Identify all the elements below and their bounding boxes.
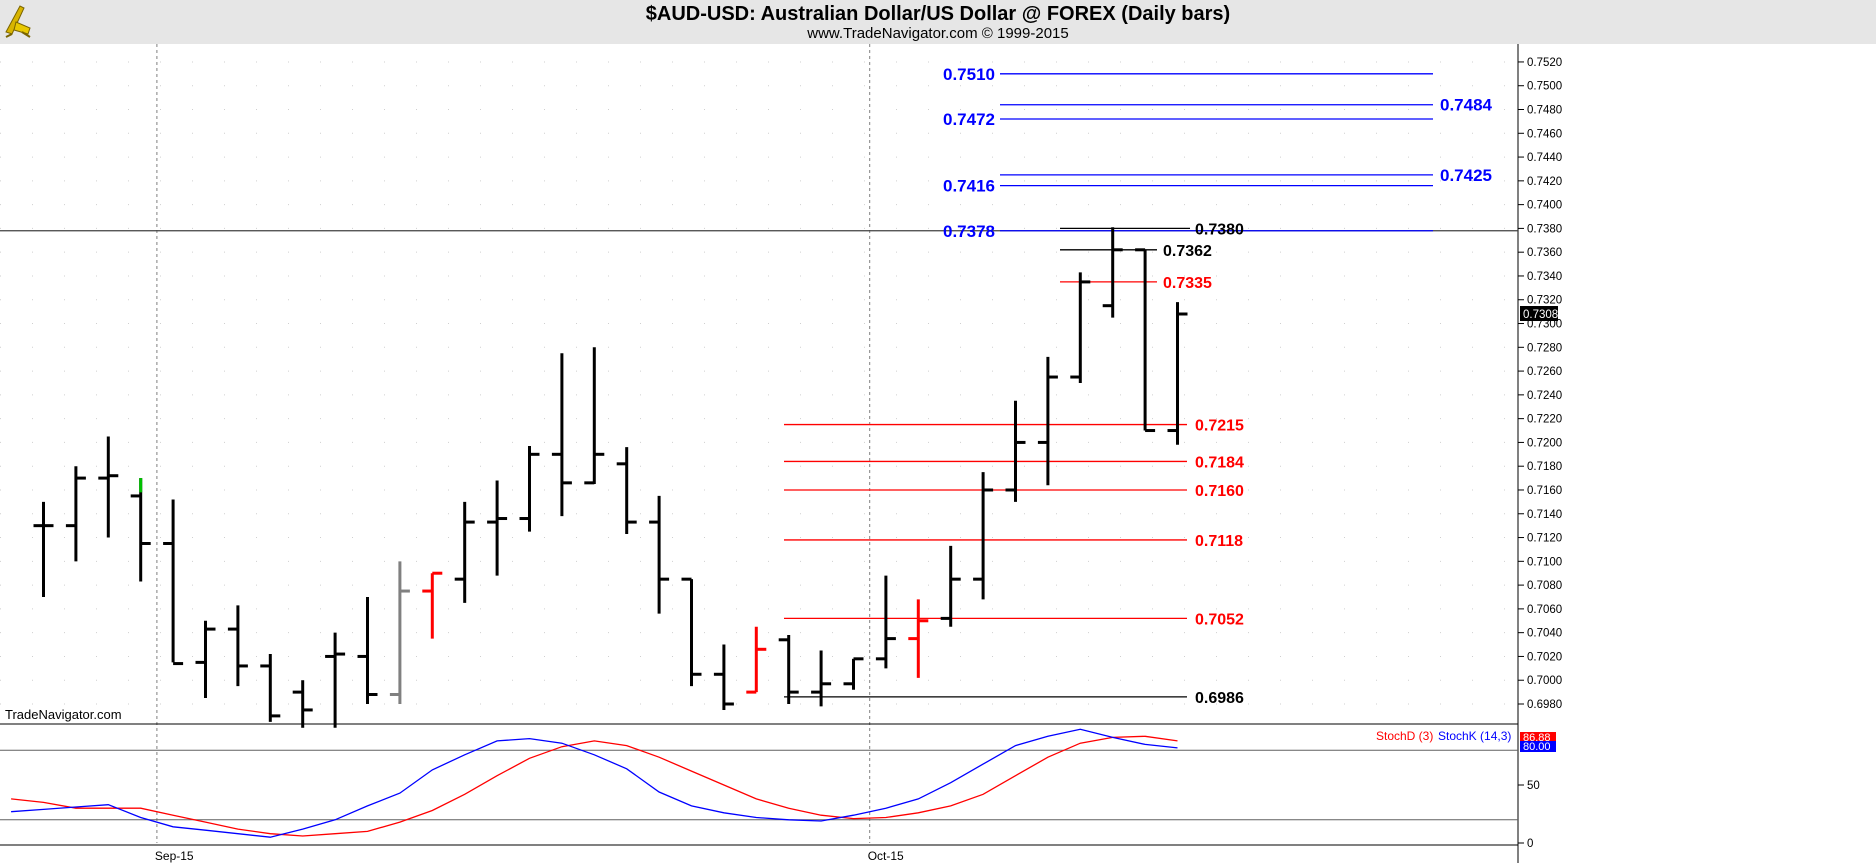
stoch-d-line bbox=[11, 735, 1178, 837]
level-label: 0.7362 bbox=[1163, 243, 1212, 260]
price-bars bbox=[33, 227, 1188, 728]
level-label: 0.7378 bbox=[943, 222, 995, 241]
price-tick-label: 0.7140 bbox=[1527, 509, 1562, 521]
watermark-text: TradeNavigator.com bbox=[5, 707, 122, 722]
price-tick-label: 0.7420 bbox=[1527, 176, 1562, 188]
level-label: 0.7425 bbox=[1440, 166, 1492, 185]
price-levels: 0.7510 0.7484 0.7472 0.7425 0.7416 0.7378 0.73… bbox=[784, 65, 1493, 707]
chart-subtitle: www.TradeNavigator.com © 1999-2015 bbox=[807, 25, 1069, 42]
level-label: 0.7472 bbox=[943, 110, 995, 129]
price-tick-label: 0.7040 bbox=[1527, 628, 1562, 640]
stoch-legend-d: StochD (3) bbox=[1376, 729, 1433, 743]
price-tick-label: 0.7120 bbox=[1527, 533, 1562, 545]
stoch-tick-label: 0 bbox=[1527, 838, 1533, 850]
date-label: Oct-15 bbox=[868, 849, 904, 863]
price-tick-label: 0.7240 bbox=[1527, 390, 1562, 402]
level-label: 0.6986 bbox=[1195, 690, 1244, 707]
stoch-value-badge bbox=[1520, 741, 1556, 752]
level-label: 0.7484 bbox=[1440, 96, 1493, 115]
level-label: 0.7335 bbox=[1163, 275, 1212, 292]
date-axis: Sep-15 Oct-15 bbox=[155, 849, 904, 863]
date-label: Sep-15 bbox=[155, 849, 194, 863]
price-tick-label: 0.7280 bbox=[1527, 342, 1562, 354]
level-label: 0.7184 bbox=[1195, 454, 1244, 471]
price-tick-label: 0.7480 bbox=[1527, 105, 1562, 117]
price-tick-label: 0.7220 bbox=[1527, 414, 1562, 426]
last-price-label: 0.7308 bbox=[1523, 309, 1558, 321]
stoch-value-label: 80.00 bbox=[1523, 741, 1551, 753]
level-label: 0.7215 bbox=[1195, 418, 1244, 435]
price-tick-label: 0.7100 bbox=[1527, 556, 1562, 568]
price-tick-label: 0.7520 bbox=[1527, 57, 1562, 69]
price-tick-label: 0.7340 bbox=[1527, 271, 1562, 283]
stoch-tick-label: 50 bbox=[1527, 780, 1540, 792]
price-tick-label: 0.7160 bbox=[1527, 485, 1562, 497]
level-label: 0.7416 bbox=[943, 177, 995, 196]
price-tick-label: 0.7360 bbox=[1527, 247, 1562, 259]
level-label: 0.7052 bbox=[1195, 611, 1244, 628]
level-label: 0.7118 bbox=[1195, 533, 1243, 550]
price-tick-label: 0.7300 bbox=[1527, 319, 1562, 331]
price-tick-label: 0.7020 bbox=[1527, 651, 1562, 663]
price-tick-label: 0.7460 bbox=[1527, 128, 1562, 140]
price-grid bbox=[0, 44, 1518, 843]
level-label: 0.7510 bbox=[943, 65, 995, 84]
price-tick-label: 0.7260 bbox=[1527, 366, 1562, 378]
stoch-k-line bbox=[11, 728, 1178, 838]
price-tick-label: 0.7080 bbox=[1527, 580, 1562, 592]
price-tick-label: 0.7440 bbox=[1527, 152, 1562, 164]
price-tick-label: 0.7200 bbox=[1527, 437, 1562, 449]
telescope-logo-icon bbox=[5, 5, 31, 38]
level-label: 0.7160 bbox=[1195, 483, 1244, 500]
price-tick-label: 0.7400 bbox=[1527, 200, 1562, 212]
chart-frame bbox=[0, 44, 1519, 863]
stoch-value-badge bbox=[1520, 732, 1556, 743]
price-axis: 0.7520 0.7500 0.7480 0.7460 0.7440 0.7420 0.74… bbox=[1518, 57, 1562, 711]
price-tick-label: 0.7500 bbox=[1527, 81, 1562, 93]
price-tick-label: 0.7000 bbox=[1527, 675, 1562, 687]
chart-title: $AUD-USD: Australian Dollar/US Dollar @ … bbox=[645, 3, 1231, 25]
stoch-legend-k: StochK (14,3) bbox=[1438, 729, 1511, 743]
price-tick-label: 0.7320 bbox=[1527, 295, 1562, 307]
price-tick-label: 0.7380 bbox=[1527, 223, 1562, 235]
last-price-badge bbox=[1520, 306, 1558, 322]
level-label: 0.7380 bbox=[1195, 221, 1244, 238]
price-tick-label: 0.7180 bbox=[1527, 461, 1562, 473]
title-bar bbox=[0, 0, 1876, 44]
price-tick-label: 0.6980 bbox=[1527, 699, 1562, 711]
price-tick-label: 0.7060 bbox=[1527, 604, 1562, 616]
